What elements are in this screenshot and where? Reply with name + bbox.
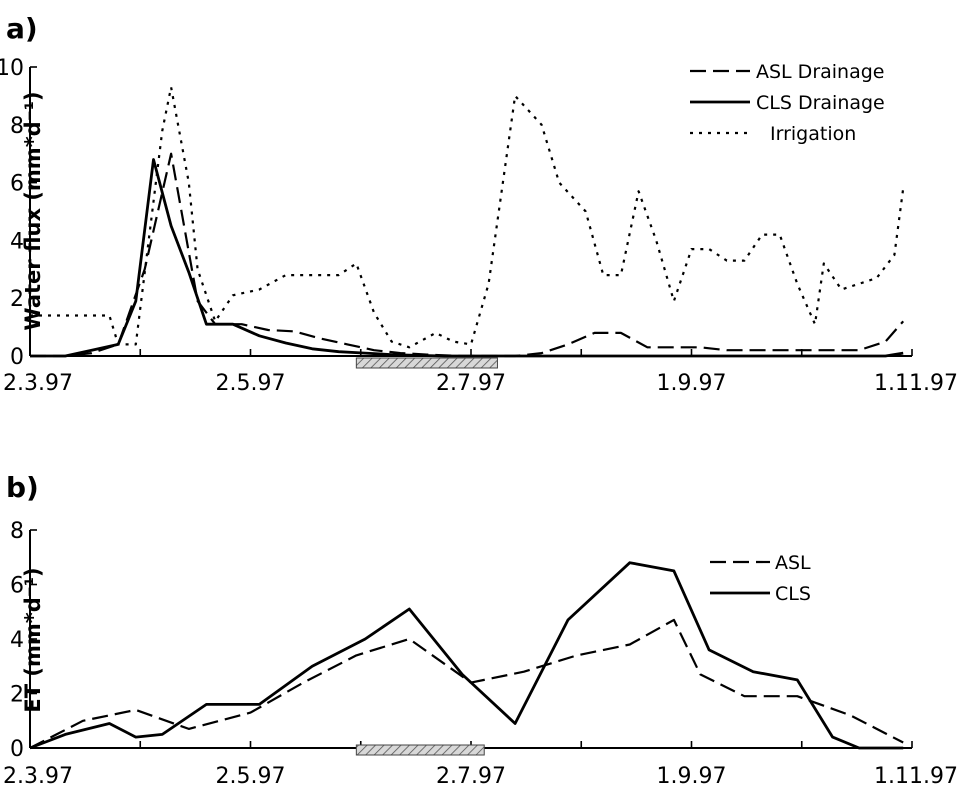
y-tick-label: 0 — [10, 737, 24, 762]
series-line-irrigation — [30, 86, 905, 349]
y-axis-title: Water flux (mm*d⁻¹) — [21, 91, 45, 330]
panel-letter: b) — [6, 471, 39, 504]
x-tick-label: 2.5.97 — [216, 371, 286, 396]
x-tick-label: 1.9.97 — [657, 764, 727, 789]
hatched-period-bar — [355, 744, 485, 756]
legend-label: Irrigation — [770, 123, 856, 145]
y-tick-label: 6 — [10, 172, 24, 197]
y-tick-label: 2 — [10, 683, 24, 708]
legend-label: ASL — [775, 552, 811, 574]
y-tick-label: 0 — [10, 345, 24, 370]
x-tick-label: 2.7.97 — [436, 371, 506, 396]
y-tick-label: 10 — [0, 56, 24, 81]
series-line-cls-drainage — [30, 158, 904, 358]
y-tick-label: 8 — [10, 519, 24, 544]
legend-label: CLS Drainage — [756, 92, 885, 114]
x-tick-label: 1.11.97 — [874, 371, 958, 396]
x-tick-label: 2.7.97 — [436, 764, 506, 789]
x-tick-label: 2.5.97 — [216, 764, 286, 789]
x-tick-label: 1.9.97 — [657, 371, 727, 396]
series-line-asl — [29, 618, 904, 749]
hatched-period-bar — [355, 357, 498, 369]
legend-label: CLS — [775, 583, 811, 605]
x-tick-label: 2.3.97 — [3, 371, 73, 396]
y-tick-label: 4 — [10, 229, 24, 254]
chart-b: b) ET (mm*d⁻¹) 0 2 4 6 8 2.3.97 2.5.97 2.7.97 1.9.… — [3, 471, 958, 789]
y-tick-label: 6 — [10, 574, 24, 599]
panel-letter: a) — [6, 12, 38, 45]
y-tick-label: 2 — [10, 287, 24, 312]
x-tick-label: 2.3.97 — [3, 764, 73, 789]
chart-a: a) Water flux (mm*d⁻¹) 0 2 4 6 8 10 2.3.97 2.5.97… — [0, 12, 958, 396]
y-tick-label: 8 — [10, 114, 24, 139]
legend-label: ASL Drainage — [756, 61, 884, 83]
y-axis-title: ET (mm*d⁻¹) — [21, 567, 45, 712]
y-tick-label: 4 — [10, 628, 24, 653]
series-line-cls — [29, 561, 904, 750]
x-tick-label: 1.11.97 — [874, 764, 958, 789]
